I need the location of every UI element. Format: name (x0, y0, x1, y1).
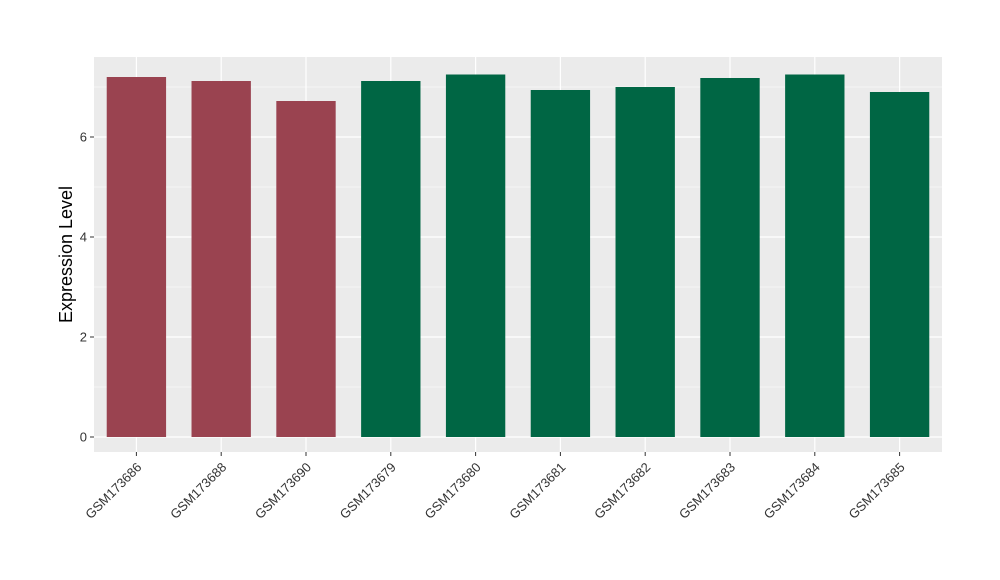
bar-GSM173686 (106, 77, 167, 437)
x-tick-label: GSM173686 (82, 460, 144, 522)
y-tick-label: 0 (80, 430, 87, 445)
bar-GSM173679 (361, 81, 421, 437)
bar-GSM173683 (700, 78, 760, 437)
x-tick-label: GSM173688 (167, 460, 229, 522)
x-tick-label: GSM173684 (761, 460, 823, 522)
bar-GSM173684 (785, 74, 845, 437)
y-tick-label: 2 (80, 330, 87, 345)
bar-GSM173688 (191, 81, 251, 437)
x-tick-label: GSM173679 (337, 460, 399, 522)
bar-GSM173685 (869, 92, 930, 437)
x-tick-label: GSM173690 (252, 460, 314, 522)
bar-GSM173680 (445, 74, 506, 437)
bar-GSM173690 (276, 101, 336, 437)
x-tick-label: GSM173683 (676, 460, 738, 522)
x-tick-label: GSM173681 (506, 460, 568, 522)
y-axis-title: Expression Level (56, 186, 76, 323)
x-tick-label: GSM173682 (591, 460, 653, 522)
y-tick-label: 6 (80, 130, 87, 145)
bars (106, 74, 930, 437)
x-tick-label: GSM173680 (421, 460, 483, 522)
y-tick-label: 4 (80, 230, 87, 245)
x-tick-label: GSM173685 (845, 460, 907, 522)
bar-GSM173681 (530, 90, 591, 437)
bar-GSM173682 (615, 87, 675, 437)
